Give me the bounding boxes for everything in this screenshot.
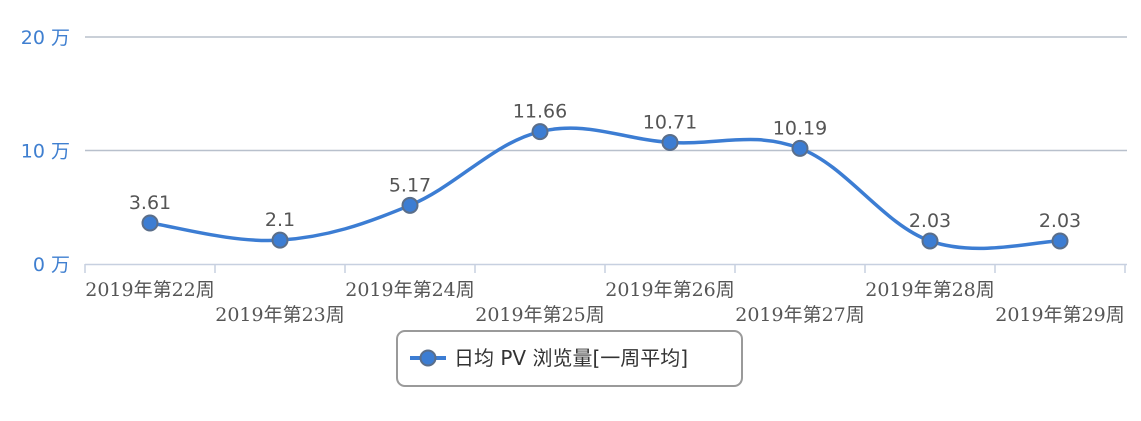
data-point[interactable] <box>921 232 939 250</box>
legend[interactable]: 日均 PV 浏览量[一周平均] <box>396 330 743 387</box>
x-tick-label: 2019年第27周 <box>735 304 865 326</box>
x-tick-label: 2019年第26周 <box>605 279 735 301</box>
y-tick-label: 20 万 <box>21 27 70 49</box>
y-tick-label: 10 万 <box>21 141 70 163</box>
data-point[interactable] <box>531 123 549 141</box>
series-group: 3.61 2.1 5.17 11.66 10.71 10.19 2.03 2.03 <box>129 101 1081 251</box>
data-label: 3.61 <box>129 192 171 214</box>
data-label: 2.03 <box>1039 210 1081 232</box>
data-label: 10.71 <box>643 111 697 133</box>
data-point[interactable] <box>1051 232 1069 250</box>
data-label: 2.03 <box>909 210 951 232</box>
x-tick-label: 2019年第25周 <box>475 304 605 326</box>
data-point[interactable] <box>791 139 809 157</box>
data-label: 11.66 <box>513 101 567 123</box>
x-tick-label: 2019年第22周 <box>85 279 215 301</box>
x-tick-label: 2019年第23周 <box>215 304 345 326</box>
data-label: 5.17 <box>389 174 431 196</box>
legend-label: 日均 PV 浏览量[一周平均] <box>454 346 688 370</box>
y-axis-ticks: 0 万 10 万 20 万 <box>21 27 70 276</box>
legend-box <box>396 330 743 387</box>
data-label: 2.1 <box>265 209 295 231</box>
x-tick-label: 2019年第29周 <box>995 304 1125 326</box>
series-line <box>149 126 1061 251</box>
x-tick-label: 2019年第24周 <box>345 279 475 301</box>
data-label: 10.19 <box>773 117 827 139</box>
y-tick-label: 0 万 <box>33 254 70 276</box>
data-point[interactable] <box>661 133 679 151</box>
data-point[interactable] <box>141 214 159 232</box>
x-tick-label: 2019年第28周 <box>865 279 995 301</box>
x-axis-ticks: 2019年第22周2019年第23周2019年第24周2019年第25周2019… <box>84 264 1126 326</box>
data-point[interactable] <box>271 231 289 249</box>
data-point[interactable] <box>401 196 419 214</box>
legend-marker-swatch <box>419 349 437 367</box>
grid-lines <box>85 36 1127 152</box>
